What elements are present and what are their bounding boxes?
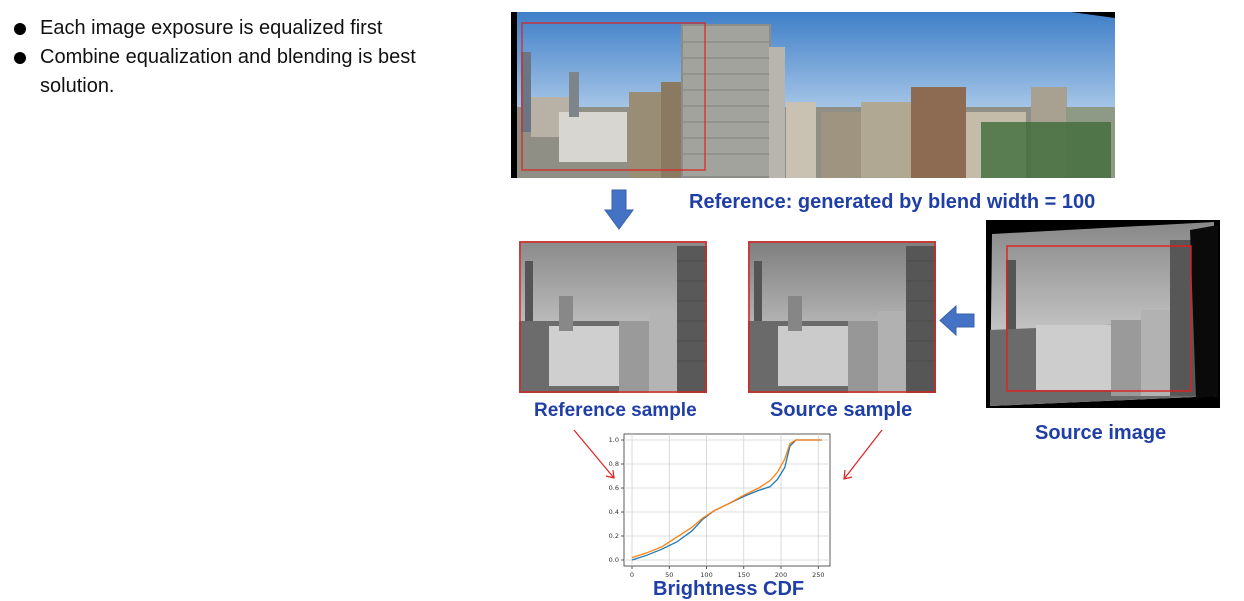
y-tick-label: 0.0	[609, 556, 619, 564]
source-sample-label: Source sample	[770, 399, 913, 421]
reference-caption: Reference: generated by blend width = 10…	[689, 191, 1096, 213]
bullet-list: Each image exposure is equalized first C…	[12, 14, 432, 101]
x-tick-label: 200	[775, 571, 787, 578]
y-tick-label: 0.6	[609, 484, 619, 492]
reference-sample-label: Reference sample	[534, 400, 697, 421]
cdf-series-line-2	[631, 439, 822, 559]
left-arrow-icon	[939, 304, 975, 337]
brightness-cdf-label: Brightness CDF	[653, 578, 805, 600]
bullet-text: Combine equalization and blending is bes…	[40, 46, 416, 97]
panorama-crop-frame	[521, 22, 706, 171]
y-tick-label: 0.2	[609, 532, 619, 540]
source-image	[986, 220, 1220, 408]
y-tick-label: 0.8	[609, 460, 619, 468]
source-sample-image	[748, 241, 936, 393]
x-tick-label: 150	[738, 571, 750, 578]
source-image-label: Source image	[1035, 422, 1167, 444]
y-tick-label: 1.0	[609, 436, 619, 444]
down-arrow-icon	[604, 189, 634, 230]
bullet-dot-icon	[14, 52, 26, 64]
x-tick-label: 0	[630, 571, 634, 578]
reference-sample-image	[519, 241, 707, 393]
brightness-cdf-chart: 0 50 100 150 200 250 0.0 0.2 0.4 0.6 0.8 1.0	[609, 433, 831, 578]
bullet-item: Each image exposure is equalized first	[12, 14, 432, 43]
bullet-text: Each image exposure is equalized first	[40, 17, 383, 39]
bullet-dot-icon	[14, 23, 26, 35]
bullet-item: Combine equalization and blending is bes…	[12, 43, 432, 101]
x-tick-label: 100	[700, 571, 712, 578]
y-tick-label: 0.4	[609, 508, 619, 516]
red-arrow-right-icon	[843, 429, 883, 480]
x-tick-label: 50	[665, 571, 673, 578]
chart-plot-area	[623, 433, 831, 567]
source-crop-frame	[1006, 245, 1192, 392]
panorama-image	[511, 12, 1115, 178]
x-tick-label: 250	[812, 571, 824, 578]
